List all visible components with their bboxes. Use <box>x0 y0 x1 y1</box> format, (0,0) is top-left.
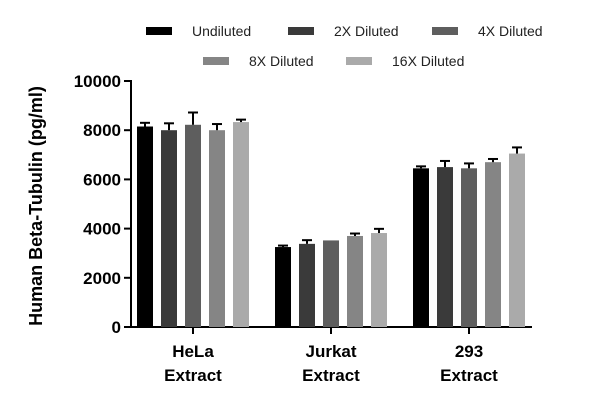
y-tick-label: 8000 <box>83 121 121 140</box>
bar <box>461 168 477 327</box>
y-tick-label: 10000 <box>74 72 121 91</box>
bar <box>413 168 429 327</box>
bar <box>209 130 225 327</box>
legend-swatch <box>146 27 172 35</box>
bar <box>275 247 291 327</box>
bar <box>161 130 177 327</box>
axes: 0 2000 4000 6000 8000 10000 <box>74 72 532 337</box>
x-tick-label: Extract <box>302 366 360 385</box>
bar <box>485 162 501 327</box>
x-tick-label: HeLa <box>172 342 214 361</box>
x-tick-label: Extract <box>164 366 222 385</box>
x-tick-label: Jurkat <box>305 342 356 361</box>
bar <box>323 240 339 327</box>
x-tick-label: Extract <box>440 366 498 385</box>
y-axis-title: Human Beta-Tubulin (pg/ml) <box>26 86 46 326</box>
x-axis-labels: HeLa Extract Jurkat Extract 293 Extract <box>164 327 498 385</box>
x-tick-label: 293 <box>455 342 483 361</box>
bar <box>437 167 453 327</box>
legend-swatch <box>203 57 229 65</box>
bar <box>137 126 153 327</box>
bar <box>233 122 249 327</box>
y-tick-label: 2000 <box>83 269 121 288</box>
legend-label: 16X Diluted <box>392 53 464 69</box>
legend: Undiluted 2X Diluted 4X Diluted 8X Diluted 1… <box>146 23 543 69</box>
legend-label: 8X Diluted <box>249 53 314 69</box>
legend-label: Undiluted <box>192 23 251 39</box>
y-tick-label: 0 <box>112 318 121 337</box>
bar <box>185 124 201 328</box>
legend-swatch <box>432 27 458 35</box>
legend-label: 4X Diluted <box>478 23 543 39</box>
y-tick-label: 6000 <box>83 170 121 189</box>
bar <box>371 233 387 327</box>
legend-swatch <box>346 57 372 65</box>
y-tick-label: 4000 <box>83 220 121 239</box>
bar <box>299 243 315 327</box>
bar <box>347 235 363 327</box>
legend-label: 2X Diluted <box>334 23 399 39</box>
legend-swatch <box>288 27 314 35</box>
bar <box>509 153 525 327</box>
bars <box>137 111 525 328</box>
